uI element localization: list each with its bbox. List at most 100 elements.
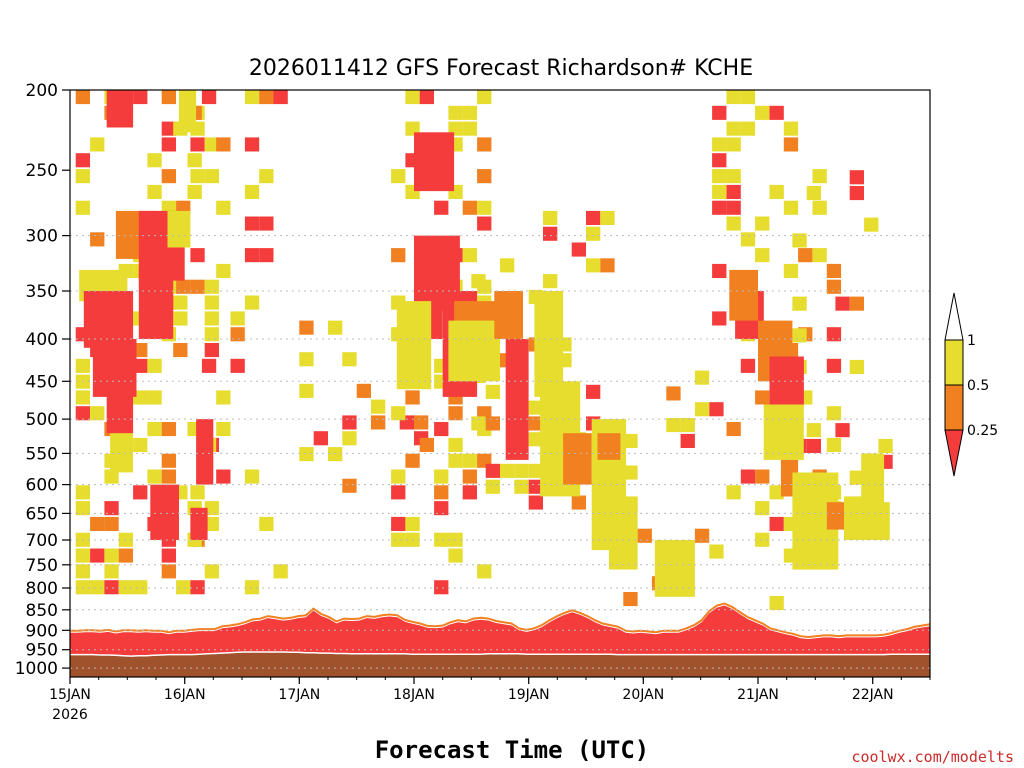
ri-blob: [608, 496, 638, 570]
ri-cell: [342, 415, 357, 430]
ri-cell: [826, 279, 842, 294]
ri-cell: [216, 422, 231, 437]
ri-blob: [396, 301, 432, 390]
ri-cell: [806, 438, 821, 453]
plot-area: [69, 89, 931, 678]
ri-blob: [190, 507, 208, 540]
ri-cell: [216, 469, 231, 484]
ri-cell: [204, 343, 219, 358]
ri-cell: [755, 501, 770, 516]
chart-title: 2026011412 GFS Forecast Richardson# KCHE: [249, 56, 753, 81]
ri-cell: [204, 137, 219, 152]
ri-cell: [75, 564, 90, 579]
ri-cell: [75, 200, 90, 215]
ri-cell: [244, 248, 260, 263]
ri-cell: [405, 121, 420, 136]
ri-cell: [161, 169, 176, 184]
ri-cell: [204, 295, 219, 310]
y-tick-label: 200: [26, 81, 58, 101]
legend-colorbar: 1 0.5 0.25: [944, 292, 998, 477]
x-tick-label: 16JAN: [164, 687, 206, 703]
ri-blob: [505, 339, 529, 460]
ri-blob: [563, 433, 592, 485]
ri-cell: [216, 390, 231, 405]
ri-cell: [147, 358, 162, 373]
ri-cell: [528, 495, 543, 510]
ri-cell: [740, 90, 756, 105]
ri-blob: [763, 404, 804, 460]
ri-cell: [161, 422, 176, 437]
y-tick-label: 500: [26, 410, 58, 430]
ri-cell: [485, 416, 500, 431]
ri-cell: [755, 469, 770, 484]
boundary-layer-edge: [70, 602, 931, 639]
ri-cell: [328, 320, 343, 335]
ri-cell: [190, 169, 205, 184]
ri-cell: [75, 501, 90, 516]
ri-cell: [726, 485, 741, 500]
y-tick-label: 900: [26, 621, 58, 641]
ri-cell: [826, 327, 842, 342]
ri-cell: [328, 447, 343, 462]
ri-cell: [543, 226, 558, 241]
ri-cell: [528, 416, 543, 431]
ri-cell: [342, 431, 357, 446]
ri-cell: [259, 516, 274, 531]
ri-cell: [176, 580, 191, 595]
ri-cell: [434, 469, 449, 484]
ri-cell: [161, 548, 176, 563]
x-tick-sublabel: 2026: [52, 707, 88, 723]
ri-cell: [371, 415, 386, 430]
y-tick-label: 350: [26, 282, 58, 302]
ri-blob: [654, 540, 695, 597]
ri-blob: [167, 210, 191, 248]
ri-cell: [204, 501, 219, 516]
ri-cell: [133, 358, 148, 373]
legend-band-0-5-1: [944, 339, 964, 386]
ri-cell: [147, 422, 162, 437]
ri-cell: [864, 217, 879, 232]
ri-cell: [391, 516, 406, 531]
ri-cell: [414, 415, 429, 430]
ri-cell: [190, 279, 205, 294]
ri-cell: [273, 564, 288, 579]
x-tick-label: 15JAN: [49, 687, 91, 703]
ri-blob: [138, 269, 174, 339]
ri-cell: [709, 402, 724, 417]
y-tick-label: 450: [26, 372, 58, 392]
ri-cell: [405, 516, 420, 531]
ri-cell: [826, 263, 842, 278]
ri-cell: [434, 422, 449, 437]
ri-cell: [371, 399, 386, 414]
ri-cell: [462, 248, 477, 263]
ri-cell: [90, 516, 105, 531]
ri-cell: [244, 580, 260, 595]
ri-cell: [90, 548, 105, 563]
ri-cell: [201, 358, 217, 373]
ri-cell: [147, 153, 162, 168]
ri-cell: [783, 121, 799, 136]
ri-cell: [528, 400, 543, 415]
ri-cell: [299, 352, 314, 367]
ri-cell: [190, 137, 205, 152]
ri-cell: [680, 433, 695, 448]
ri-cell: [666, 386, 681, 401]
ri-cell: [485, 384, 500, 399]
ri-cell: [849, 359, 864, 374]
ri-cell: [259, 248, 274, 263]
ri-cell: [216, 263, 231, 278]
ri-blob: [110, 433, 133, 473]
ri-cell: [434, 580, 449, 595]
ri-cell: [462, 453, 477, 468]
ri-cell: [792, 328, 807, 343]
ri-blob: [414, 132, 455, 192]
ri-cell: [104, 580, 119, 595]
ri-cell: [448, 121, 463, 136]
ri-cell: [586, 384, 601, 399]
ri-cell: [204, 169, 219, 184]
ri-cell: [755, 390, 770, 405]
ri-cell: [133, 485, 148, 500]
ri-cell: [133, 580, 148, 595]
ri-cell: [133, 437, 148, 452]
